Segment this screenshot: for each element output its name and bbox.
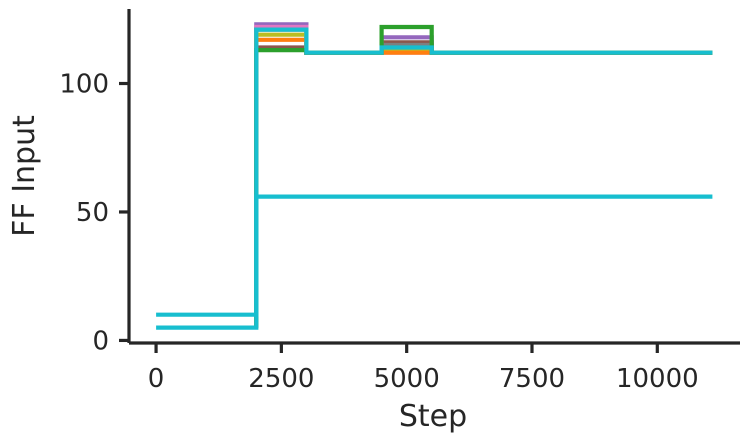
axes-layer — [127, 9, 740, 345]
y-axis-label: FF Input — [7, 115, 42, 237]
series-layer — [156, 22, 713, 330]
x-tick-label: 2500 — [248, 364, 314, 394]
series-line-2 — [254, 22, 713, 328]
ticks-layer: 0 2500 5000 7500 10000 0 50 100 — [59, 70, 698, 394]
x-tick-label: 5000 — [374, 364, 440, 394]
series-line-3 — [254, 24, 713, 328]
series-line-7 — [254, 24, 713, 328]
x-axis-label: Step — [399, 399, 467, 434]
series-line-1 — [254, 40, 713, 328]
series-line-8 — [156, 27, 713, 317]
x-tick-label: 7500 — [499, 364, 565, 394]
series-line-4 — [254, 27, 713, 328]
y-tick-label: 100 — [59, 70, 109, 100]
y-tick-label: 0 — [92, 326, 109, 356]
y-tick-label: 50 — [76, 198, 109, 228]
x-tick-label: 0 — [148, 364, 165, 394]
series-line-5 — [254, 32, 713, 328]
series-line-6 — [254, 37, 713, 328]
series-line-9 — [156, 194, 713, 330]
x-tick-label: 10000 — [616, 364, 699, 394]
